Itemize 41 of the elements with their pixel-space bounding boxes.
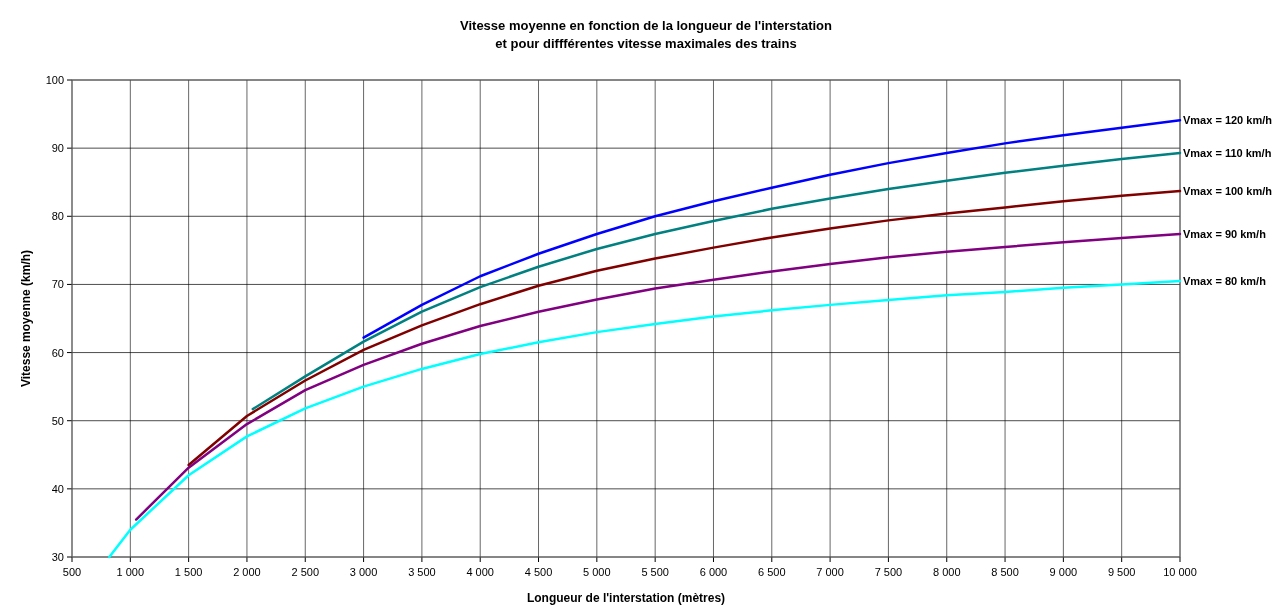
x-tick-label: 6 000: [699, 566, 728, 578]
x-tick-label: 5 000: [583, 566, 611, 578]
series-label: Vmax = 110 km/h: [1183, 146, 1272, 159]
line-series: [108, 279, 1182, 559]
x-tick-label: 500: [62, 566, 82, 578]
line-series: [134, 232, 1182, 521]
y-tick-label: 50: [51, 414, 64, 427]
line-series: [187, 189, 1182, 467]
x-tick-label: 3 000: [349, 566, 378, 578]
x-tick-label: 5 500: [641, 566, 669, 578]
series-label: Vmax = 80 km/h: [1183, 275, 1267, 288]
x-tick-label: 10 000: [1163, 566, 1197, 578]
y-axis-title: Vitesse moyenne (km/h): [19, 249, 33, 388]
y-tick-label: 30: [51, 551, 64, 563]
y-tick-label: 60: [51, 346, 64, 359]
line-series: [362, 118, 1182, 339]
x-tick-label: 8 500: [991, 566, 1019, 578]
y-tick-label: 100: [45, 74, 64, 86]
x-tick-label: 7 000: [816, 566, 844, 578]
x-tick-label: 9 000: [1049, 566, 1078, 578]
line-series: [251, 151, 1182, 411]
x-tick-label: 1 000: [116, 566, 145, 578]
y-tick-label: 80: [51, 210, 64, 223]
x-tick-label: 2 000: [233, 566, 261, 578]
x-tick-label: 1 500: [174, 566, 203, 578]
y-tick-label: 40: [51, 482, 64, 495]
x-axis-title: Longueur de l'interstation (mètres): [526, 591, 726, 605]
x-tick-label: 9 500: [1107, 566, 1136, 578]
y-tick-label: 90: [51, 142, 64, 155]
series-label: Vmax = 100 km/h: [1183, 185, 1272, 198]
x-tick-label: 8 000: [932, 566, 961, 578]
y-tick-label: 70: [51, 278, 64, 291]
x-tick-label: 3 500: [408, 566, 436, 578]
series-label: Vmax = 90 km/h: [1183, 228, 1267, 240]
x-tick-label: 6 500: [758, 566, 786, 578]
x-tick-label: 7 500: [874, 566, 903, 578]
x-tick-label: 4 500: [524, 566, 553, 578]
series-label: Vmax = 120 km/h: [1183, 114, 1272, 127]
x-tick-label: 2 500: [291, 566, 320, 578]
x-tick-label: 4 000: [466, 566, 494, 578]
chart-title: Vitesse moyenne en fonction de la longueur de l'interstation et pour diffférentes vitesse maximales des trains: [460, 18, 833, 51]
